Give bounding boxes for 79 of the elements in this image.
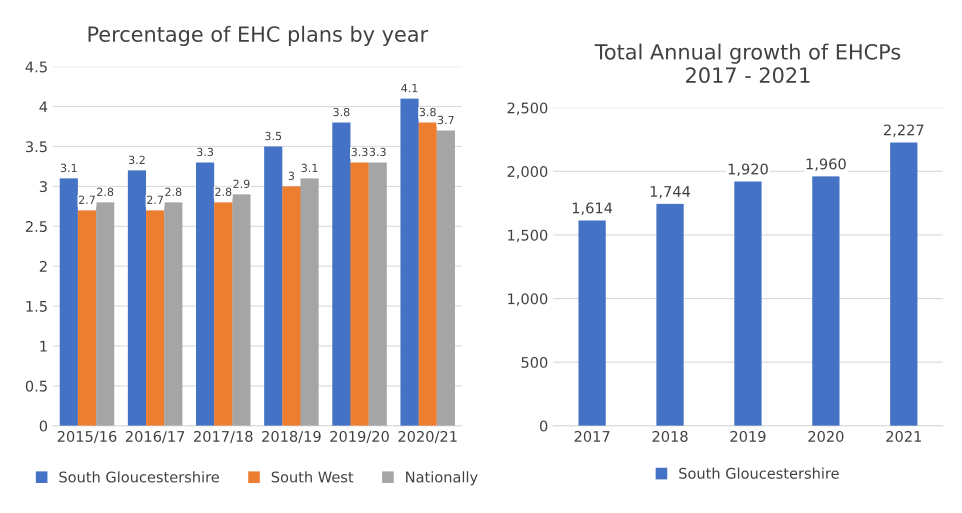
y-tick-label: 2,000 bbox=[508, 166, 548, 179]
bar bbox=[436, 130, 455, 426]
bar bbox=[332, 122, 350, 426]
x-tick-label: 2017/18 bbox=[194, 430, 253, 444]
y-tick-label: 1,000 bbox=[508, 293, 548, 306]
x-tick-label: 2019/20 bbox=[330, 430, 389, 444]
data-label: 2.8 bbox=[97, 188, 114, 196]
data-label: 3.5 bbox=[265, 132, 282, 140]
bar bbox=[890, 142, 918, 426]
legend-label: South West bbox=[272, 471, 354, 483]
bar bbox=[232, 194, 251, 426]
bar bbox=[300, 178, 319, 426]
data-label: 2.7 bbox=[78, 196, 95, 204]
data-label: 3.3 bbox=[370, 148, 386, 156]
data-label: 2.7 bbox=[147, 196, 164, 204]
data-label: 3.1 bbox=[60, 164, 77, 172]
bar bbox=[656, 204, 684, 426]
y-tick-label: 500 bbox=[522, 356, 548, 368]
data-label: 4.1 bbox=[401, 84, 418, 92]
bar bbox=[578, 220, 606, 426]
x-tick-label: 2018 bbox=[652, 430, 688, 442]
x-tick-label: 2018/19 bbox=[262, 430, 321, 444]
legend-label: South Gloucestershire bbox=[59, 471, 219, 483]
data-label: 2.8 bbox=[215, 188, 232, 196]
bar bbox=[196, 162, 214, 426]
x-tick-label: 2015/16 bbox=[58, 430, 116, 444]
bar bbox=[264, 146, 282, 426]
data-label: 3.1 bbox=[302, 164, 318, 172]
bar bbox=[146, 210, 164, 426]
bar bbox=[350, 162, 369, 426]
bar bbox=[128, 170, 146, 426]
data-label: 3.8 bbox=[333, 108, 350, 116]
data-label: 2,227 bbox=[884, 124, 924, 137]
x-tick-label: 2017 bbox=[574, 430, 610, 442]
bar bbox=[164, 202, 182, 426]
y-tick-label: 4 bbox=[39, 102, 48, 112]
data-label: 3.2 bbox=[128, 156, 145, 164]
data-label: 3.7 bbox=[438, 116, 454, 124]
chart-title: Total Annual growth of EHCPs 2017 - 2021 bbox=[594, 44, 900, 84]
y-tick-label: 0.5 bbox=[26, 380, 47, 392]
data-label: 1,744 bbox=[650, 186, 690, 198]
data-label: 2.9 bbox=[233, 180, 250, 188]
data-label: 1,960 bbox=[806, 158, 846, 171]
y-tick-label: 1 bbox=[40, 340, 47, 352]
data-label: 3 bbox=[288, 172, 294, 180]
data-label: 3.3 bbox=[352, 148, 368, 156]
y-tick-label: 3.5 bbox=[26, 141, 47, 152]
x-tick-label: 2021 bbox=[886, 430, 922, 442]
y-tick-label: 2.5 bbox=[26, 221, 47, 232]
legend-label: South Gloucestershire bbox=[679, 468, 839, 479]
bar bbox=[78, 210, 96, 426]
y-tick-label: 4.5 bbox=[26, 62, 47, 72]
bar bbox=[812, 176, 840, 426]
x-tick-label: 2019 bbox=[730, 430, 766, 442]
y-tick-label: 1.5 bbox=[26, 301, 47, 312]
legend-label: Nationally bbox=[406, 471, 478, 486]
bar bbox=[214, 202, 232, 426]
bar bbox=[418, 122, 437, 426]
y-tick-label: 2,500 bbox=[508, 102, 548, 115]
bar bbox=[96, 202, 114, 426]
y-tick-label: 2 bbox=[40, 260, 47, 272]
x-tick-label: 2020/21 bbox=[398, 430, 457, 444]
chart-title: Percentage of EHC plans by year bbox=[88, 26, 428, 46]
data-label: 1,614 bbox=[572, 202, 612, 215]
bar bbox=[60, 178, 78, 426]
x-tick-label: 2020 bbox=[808, 430, 844, 442]
data-label: 1,920 bbox=[728, 163, 768, 176]
y-tick-label: 0 bbox=[40, 420, 48, 432]
y-tick-label: 0 bbox=[540, 420, 548, 432]
bar bbox=[734, 182, 762, 426]
x-tick-label: 2016/17 bbox=[126, 430, 184, 444]
bar bbox=[368, 162, 387, 426]
data-label: 2.8 bbox=[165, 188, 182, 196]
data-label: 3.3 bbox=[197, 148, 214, 156]
bar bbox=[282, 186, 300, 426]
data-label: 3.8 bbox=[420, 108, 436, 116]
y-tick-label: 1,500 bbox=[508, 230, 548, 242]
bar bbox=[400, 98, 419, 426]
y-tick-label: 3 bbox=[40, 181, 47, 192]
